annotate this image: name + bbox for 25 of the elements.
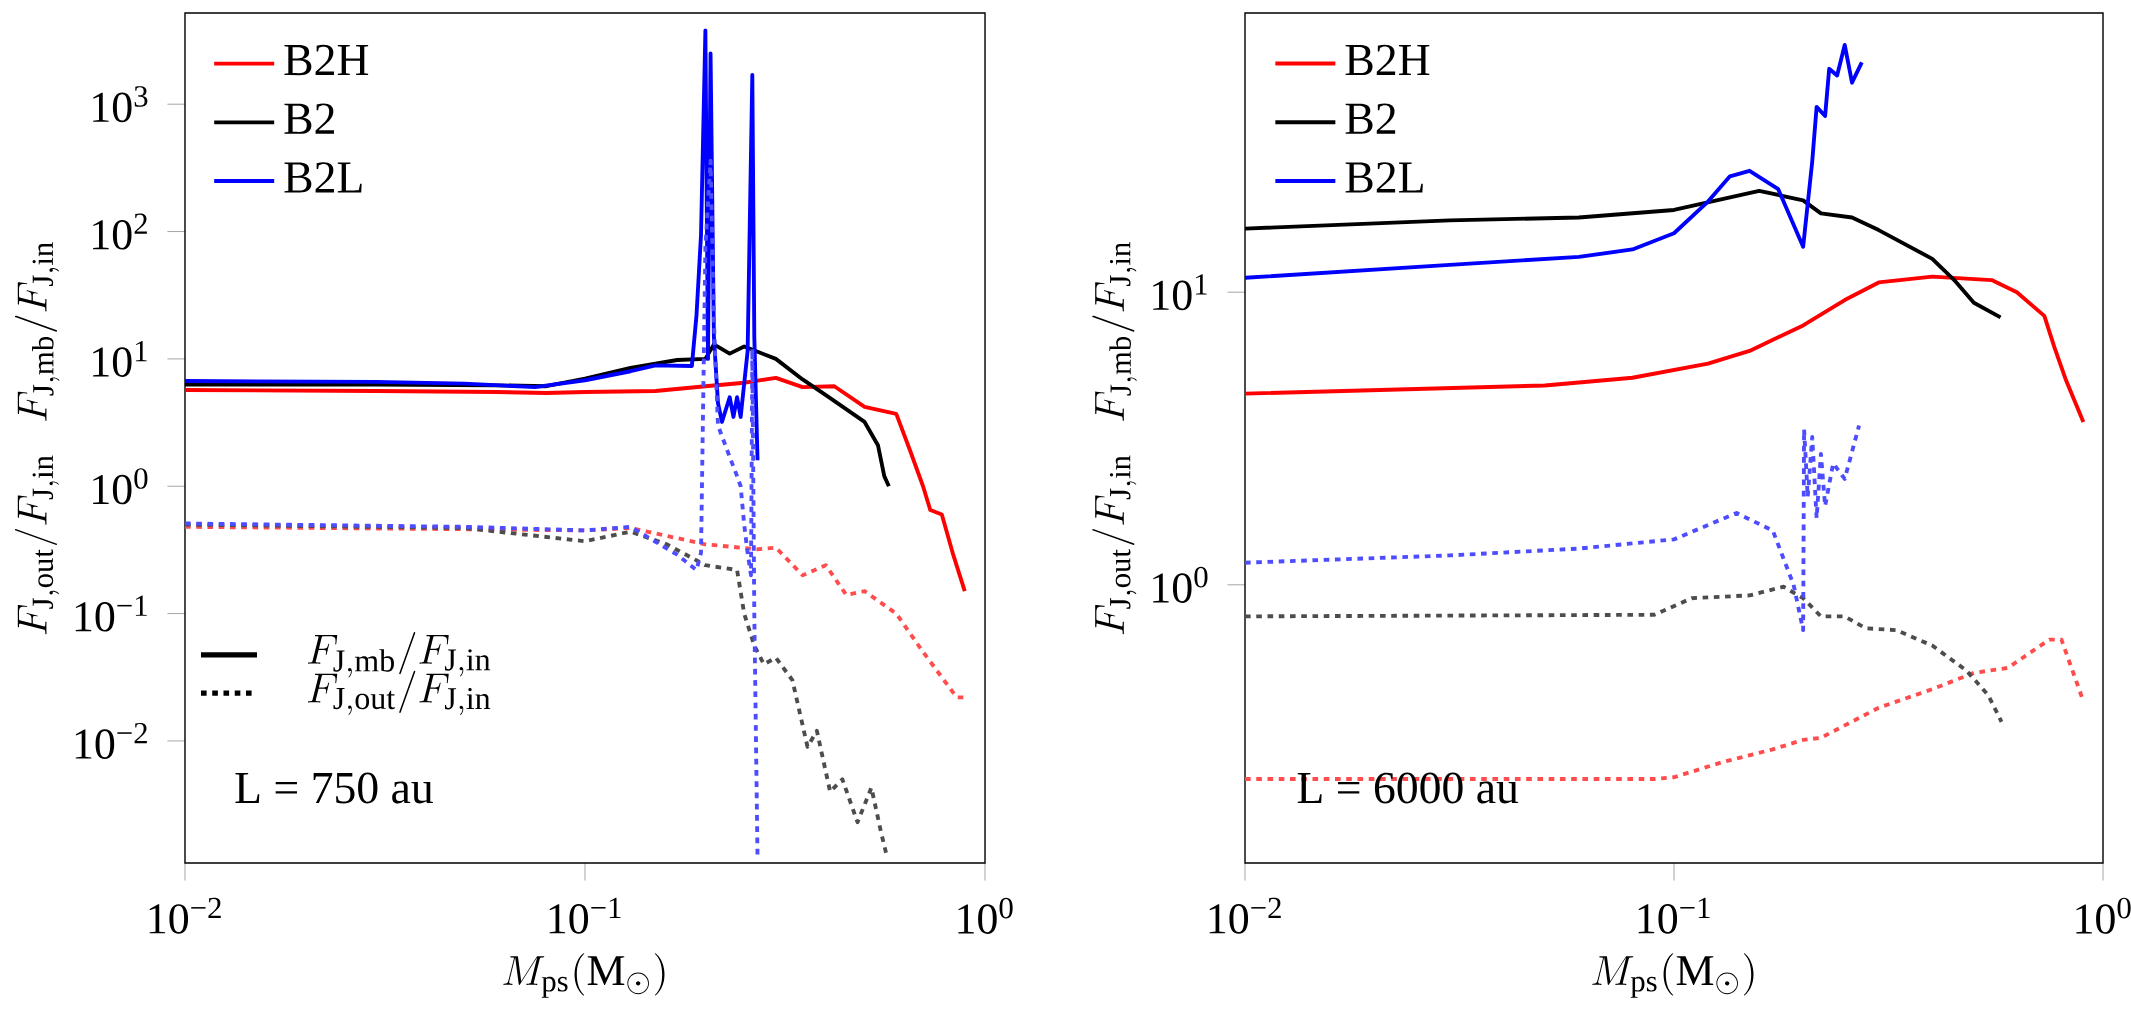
y-tick-label: 10$^{1}$ — [93, 340, 147, 377]
x-tick-label: 10$^{−2}$ — [149, 897, 221, 934]
legend-label: B2H — [1345, 44, 1430, 76]
y-tick-label: 10$^{1}$ — [1153, 274, 1207, 311]
y-tick-label: 10$^{3}$ — [93, 86, 148, 123]
y-tick-label: 10$^{−2}$ — [75, 722, 147, 759]
x-axis-title: $M_{\rm ps}({\rm M}_\odot)$ — [503, 953, 665, 998]
legend-label: B2H — [284, 44, 369, 76]
x-tick-label: 10$^{0}$ — [958, 897, 1013, 934]
legend-label: B2 — [1345, 103, 1396, 134]
legend-label: B2 — [284, 103, 334, 134]
x-tick-label: 10$^{−2}$ — [1209, 897, 1281, 934]
x-axis-title: $M_{\rm ps}({\rm M}_\odot)$ — [1592, 953, 1754, 998]
annotation: L = 6000 au — [1297, 772, 1519, 804]
annotation: L = 750 au — [235, 772, 433, 804]
legend-label: B2L — [1345, 162, 1423, 193]
y-axis-title: $F_{\rm J,out}/F_{\rm J,in}\;\;\, F_{\rm J,mb}/F_{\rm J,in}$ — [14, 242, 60, 635]
y-tick-label: 10$^{2}$ — [93, 213, 147, 250]
y-axis-title: $F_{\rm J,out}/F_{\rm J,in}\;\;\, F_{\rm J,mb}/F_{\rm J,in}$ — [1092, 242, 1137, 635]
x-tick-label: 10$^{−1}$ — [549, 897, 621, 934]
x-tick-label: 10$^{0}$ — [2076, 897, 2131, 934]
y-tick-label: 10$^{−1}$ — [75, 595, 147, 632]
x-tick-label: 10$^{−1}$ — [1638, 897, 1710, 934]
legend-label: B2L — [284, 162, 362, 193]
y-tick-label: 10$^{0}$ — [93, 468, 148, 505]
